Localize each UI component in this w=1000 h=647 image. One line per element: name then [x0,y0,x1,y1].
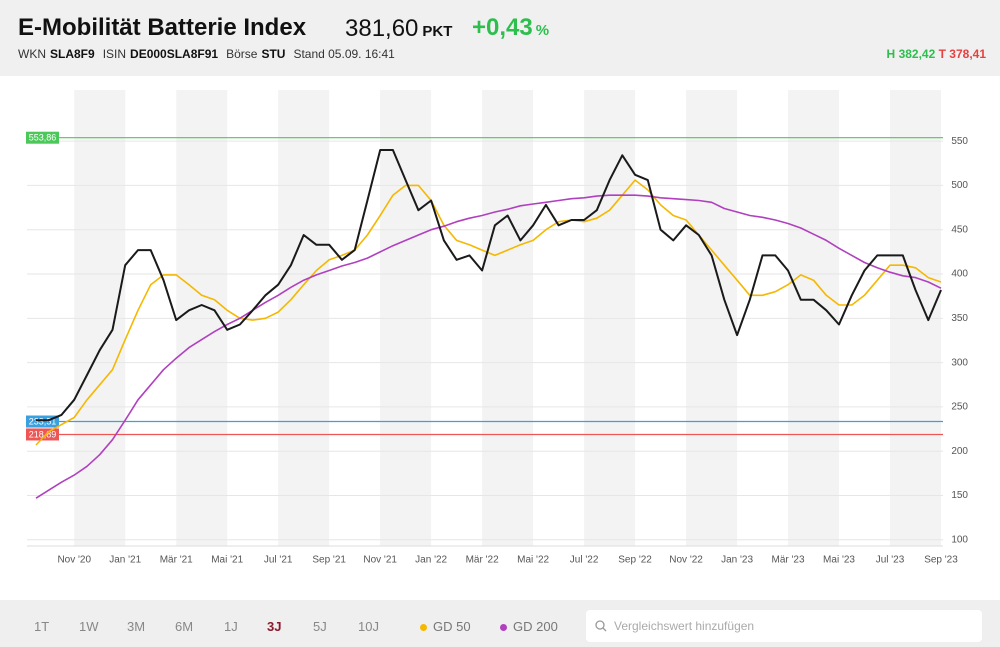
high-key: H [886,47,896,61]
range-button[interactable]: 3J [267,619,282,634]
legend-item[interactable]: GD 50 [420,619,471,634]
x-tick-label: Mai '21 [211,555,243,566]
header: E-Mobilität Batterie Index 381,60 PKT +0,… [0,0,1000,76]
high: 382,42 [898,47,936,61]
legend-label: GD 50 [433,619,471,634]
meta: WKN SLA8F9 ISIN DE000SLA8F91 Börse STU Stand 0… [18,47,395,61]
low: 378,41 [949,47,986,61]
high-low: H 382,42 T 378,41 [887,47,986,61]
series-line [35,179,942,446]
x-tick-label: Jan '22 [415,555,447,566]
meta-key: ISIN [102,47,127,61]
y-tick-label: 400 [951,269,968,280]
x-tick-label: Mär '23 [772,555,805,566]
x-tick-label: Jan '23 [721,555,753,566]
x-tick-label: Jul '22 [570,555,599,566]
x-tick-label: Sep '22 [618,555,652,566]
price-value: 381,60 [345,15,419,42]
y-tick-label: 550 [951,136,968,147]
range-button[interactable]: 1T [34,619,50,634]
level-label: 218,89 [29,429,57,439]
chart: 100 150 200 250 300 350 400 450 500 550 Nov '20 Jan… [26,90,968,566]
search-placeholder: Vergleichswert hinzufügen [614,619,755,633]
y-tick-label: 100 [951,534,968,545]
title: E-Mobilität Batterie Index [18,14,307,41]
meta-key: Börse [226,47,258,61]
stand: Stand 05.09. 16:41 [293,47,395,61]
y-tick-label: 200 [951,446,968,457]
search-box[interactable]: Vergleichswert hinzufügen [586,610,982,642]
level-label: 233,51 [29,416,57,426]
meta-value: STU [261,47,286,61]
x-tick-label: Sep '21 [312,555,346,566]
legend-label: GD 200 [513,619,558,634]
x-tick-label: Nov '22 [669,555,703,566]
level-label: 553,86 [29,133,57,143]
change: +0,43% [472,14,549,42]
x-tick-label: Mai '22 [517,555,549,566]
y-tick-label: 250 [951,402,968,413]
y-tick-label: 450 [951,224,968,235]
unit: PKT [422,23,453,40]
x-tick-label: Nov '21 [363,555,397,566]
range-button[interactable]: 6M [175,619,194,634]
y-tick-label: 500 [951,180,968,191]
range-button[interactable]: 5J [313,619,327,634]
y-tick-label: 300 [951,357,968,368]
range-button[interactable]: 1W [79,619,99,634]
range-button[interactable]: 1J [224,619,238,634]
x-tick-label: Jul '21 [264,555,293,566]
x-tick-label: Sep '23 [924,555,958,566]
range-button[interactable]: 3M [127,619,146,634]
range-button[interactable]: 10J [358,619,379,634]
toolbar: Vergleichswert hinzufügen 1T 1W 3M 6M 1J 3J 5J… [0,600,1000,647]
meta-key: WKN [18,47,46,61]
price: 381,60 PKT [345,15,452,43]
series-line [36,149,942,422]
x-tick-label: Mär '22 [466,555,499,566]
x-tick-label: Mai '23 [823,555,855,566]
x-tick-label: Mär '21 [160,555,193,566]
legend-dot [420,624,427,631]
legend-item[interactable]: GD 200 [500,619,558,634]
x-tick-label: Jul '23 [876,555,905,566]
low-key: T [938,47,946,61]
meta-value: SLA8F9 [50,47,95,61]
x-tick-label: Jan '21 [109,555,141,566]
legend-dot [500,624,507,631]
change-value: +0,43 [472,14,533,41]
x-tick-label: Nov '20 [57,555,91,566]
y-tick-label: 150 [951,490,968,501]
meta-value: DE000SLA8F91 [130,47,219,61]
y-tick-label: 350 [951,313,968,324]
series-line [35,194,942,499]
change-unit: % [535,22,550,39]
level-badge [26,131,59,144]
search-icon [595,620,607,632]
